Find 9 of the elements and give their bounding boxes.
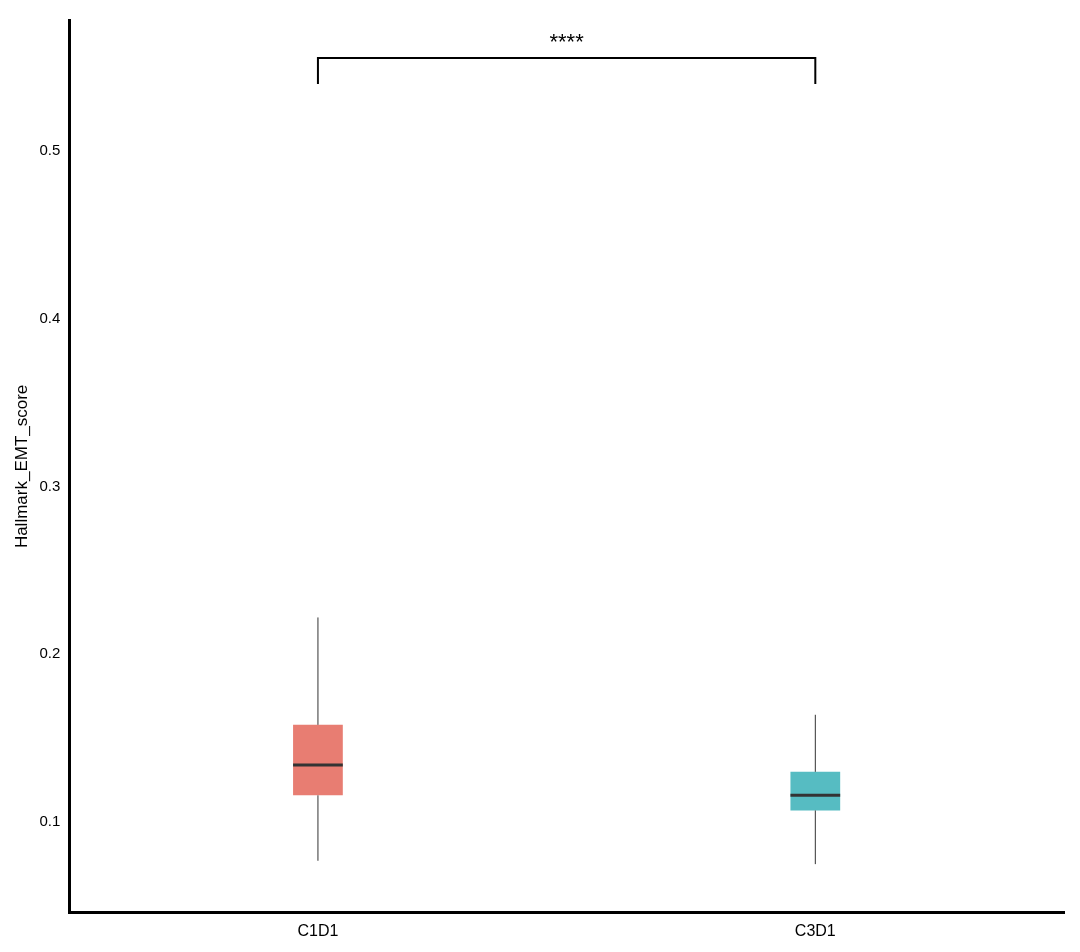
y-tick-label: 0.4 xyxy=(39,308,61,326)
y-tick-label: 0.2 xyxy=(39,644,61,662)
y-tick-label: 0.1 xyxy=(39,812,61,830)
y-tick-label: 0.5 xyxy=(39,141,61,159)
x-tick-label: C1D1 xyxy=(297,921,339,939)
y-tick-label: 0.3 xyxy=(39,476,61,494)
annotation: **** xyxy=(549,29,585,55)
y-axis-title: Hallmark_EMT_score xyxy=(11,384,31,549)
x-tick-label: C3D1 xyxy=(794,921,836,939)
